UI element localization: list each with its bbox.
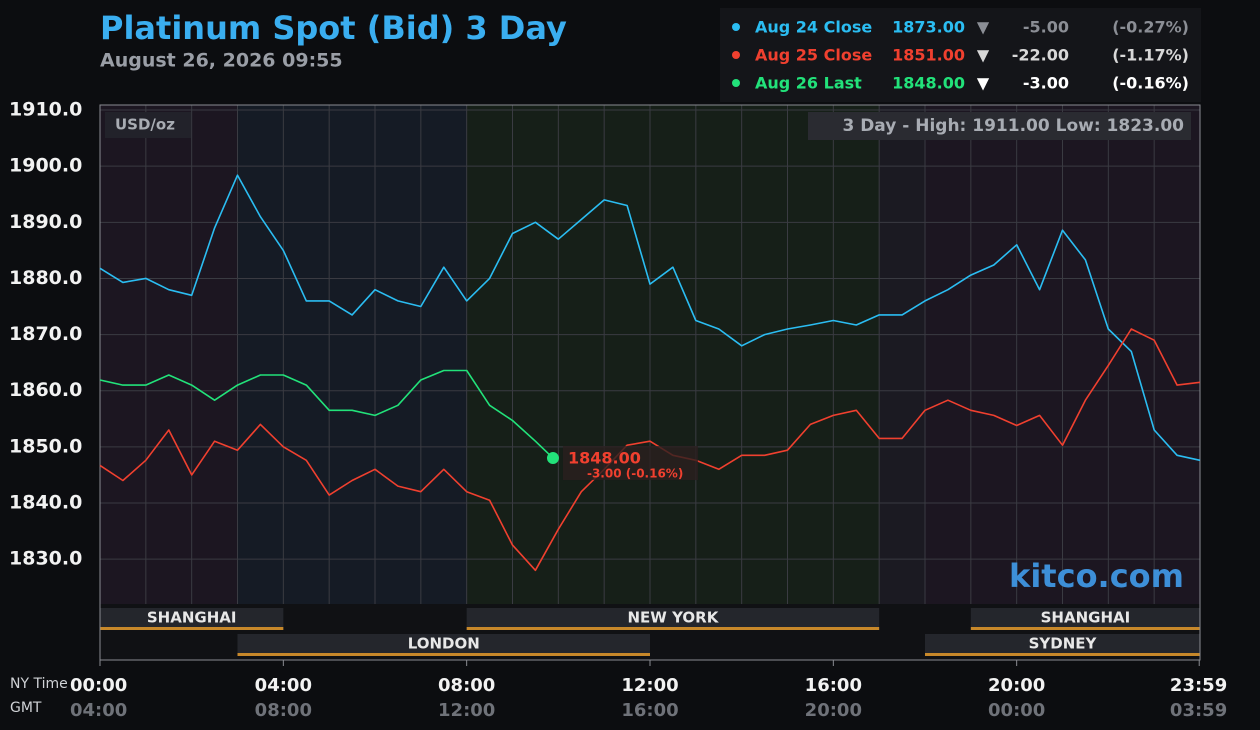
unit-box — [105, 112, 191, 138]
session-label: NEW YORK — [628, 609, 720, 627]
y-tick-label: 1900.0 — [9, 155, 82, 177]
x2-tick-label: 04:00 — [70, 700, 127, 721]
legend-last: 1848.00 — [892, 74, 965, 93]
legend-name: Aug 26 Last — [755, 74, 862, 93]
session-region — [466, 105, 880, 604]
x2-tick-label: 03:59 — [1170, 700, 1227, 721]
x-tick-label: 04:00 — [255, 675, 312, 696]
x2-tick-label: 08:00 — [255, 700, 312, 721]
legend-pct: (-0.27%) — [1112, 18, 1189, 37]
y-tick-label: 1880.0 — [9, 267, 82, 289]
last-point-label: 1848.00 — [568, 449, 641, 468]
y-tick-label: 1870.0 — [9, 323, 82, 345]
legend-name: Aug 25 Close — [755, 46, 872, 65]
session-label: LONDON — [408, 635, 480, 653]
last-label-box — [562, 446, 698, 481]
session-region — [237, 105, 467, 604]
legend-pct: (-1.17%) — [1112, 46, 1189, 65]
x2-tick-label: 16:00 — [621, 700, 678, 721]
legend-box — [720, 8, 1201, 102]
session-underline — [466, 627, 880, 630]
range-note: 3 Day - High: 1911.00 Low: 1823.00 — [842, 116, 1184, 136]
session-bar — [100, 608, 284, 630]
session-underline — [237, 653, 650, 656]
x-tick-label: 08:00 — [438, 675, 495, 696]
x-tick-label: 23:59 — [1170, 675, 1227, 696]
legend-change: -3.00 — [1023, 74, 1069, 93]
session-bar — [466, 608, 880, 630]
session-label: SHANGHAI — [147, 609, 237, 627]
legend-marker — [732, 51, 740, 59]
plot-background — [100, 105, 1200, 604]
x2-tick-label: 00:00 — [988, 700, 1045, 721]
x-tick-label: 16:00 — [805, 675, 862, 696]
y-tick-label: 1830.0 — [9, 548, 82, 570]
legend-change: -5.00 — [1023, 18, 1069, 37]
x-tick-label: 00:00 — [70, 675, 127, 696]
range-box — [808, 112, 1191, 140]
last-point-change: -3.00 (-0.16%) — [587, 467, 683, 481]
session-underline — [100, 627, 284, 630]
chart-title: Platinum Spot (Bid) 3 Day — [100, 9, 567, 47]
session-label: SHANGHAI — [1041, 609, 1131, 627]
x-tick-label: 20:00 — [988, 675, 1045, 696]
x-tick-label: 12:00 — [621, 675, 678, 696]
sessions: SHANGHAI NEW YORK SHANGHAI LONDON SYDNEY — [100, 604, 1200, 660]
session-region — [100, 105, 238, 604]
legend-arrow: ▼ — [977, 74, 990, 93]
legend-change: -22.00 — [1012, 46, 1069, 65]
y-tick-label: 1860.0 — [9, 379, 82, 401]
legend-pct: (-0.16%) — [1112, 74, 1189, 93]
legend-arrow: ▼ — [977, 18, 990, 37]
series-line — [99, 369, 554, 459]
session-underline — [925, 653, 1200, 656]
legend-name: Aug 24 Close — [755, 18, 872, 37]
y-tick-label: 1910.0 — [9, 99, 82, 121]
y-tick-label: 1840.0 — [9, 491, 82, 513]
session-bar — [237, 634, 650, 656]
unit-label: USD/oz — [115, 116, 175, 134]
legend-last: 1851.00 — [892, 46, 965, 65]
x-axis-label: NY Time — [10, 676, 68, 692]
chart-subtitle: August 26, 2026 09:55 — [100, 50, 343, 72]
x2-axis-label: GMT — [10, 700, 42, 716]
session-label: SYDNEY — [1029, 635, 1098, 653]
legend-arrow: ▼ — [977, 46, 990, 65]
x2-tick-label: 12:00 — [438, 700, 495, 721]
y-tick-label: 1890.0 — [9, 211, 82, 233]
session-bar — [925, 634, 1200, 656]
y-tick-label: 1850.0 — [9, 435, 82, 457]
watermark: kitco.com — [1009, 557, 1184, 595]
series-line — [99, 328, 1201, 572]
session-bar — [970, 608, 1200, 630]
legend-marker — [732, 79, 740, 87]
legend-last: 1873.00 — [892, 18, 965, 37]
series-line — [99, 174, 1201, 462]
x2-tick-label: 20:00 — [805, 700, 862, 721]
legend-marker — [732, 23, 740, 31]
last-point — [546, 452, 559, 465]
session-underline — [970, 627, 1200, 630]
